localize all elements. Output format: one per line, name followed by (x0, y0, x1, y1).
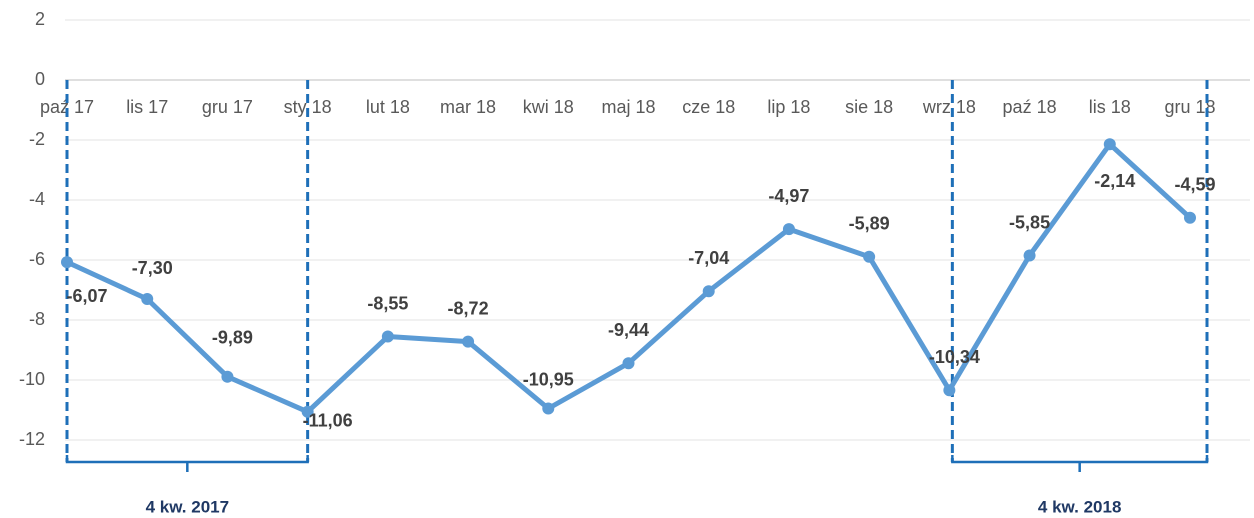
value-label: -5,89 (849, 213, 890, 233)
x-tick-label: kwi 18 (523, 97, 574, 117)
x-tick-label: gru 17 (202, 97, 253, 117)
point (381, 330, 394, 343)
value-label: -9,44 (608, 320, 649, 340)
point (1184, 211, 1196, 224)
point (61, 256, 73, 269)
value-label: -8,55 (367, 293, 408, 313)
point (1023, 249, 1036, 262)
y-tick-label: -12 (19, 429, 45, 449)
point (782, 223, 795, 236)
value-label: -4,97 (768, 186, 809, 206)
point (542, 402, 555, 415)
x-tick-label: lip 18 (767, 97, 810, 117)
point (863, 250, 876, 263)
value-label: -7,30 (132, 258, 173, 278)
line (65, 141, 1192, 415)
y-tick-label: -6 (29, 249, 45, 269)
x-tick-label: paź 18 (1003, 97, 1057, 117)
x-tick-label: wrz 18 (922, 97, 976, 117)
x-tick-label: cze 18 (682, 97, 735, 117)
value-label: -9,89 (212, 327, 253, 347)
y-tick-label: 0 (35, 69, 45, 89)
point (1103, 138, 1116, 151)
value-label: -5,85 (1009, 212, 1050, 232)
value-label: -2,14 (1094, 171, 1135, 191)
x-tick-label: paź 17 (40, 97, 94, 117)
value-label: -10,34 (929, 347, 980, 367)
y-tick-label: -8 (29, 309, 45, 329)
point (301, 405, 314, 418)
point (943, 384, 956, 397)
point (462, 335, 475, 348)
point (141, 293, 154, 305)
x-tick-label: lis 18 (1089, 97, 1131, 117)
annotation-label: 4 kw. 2017 (146, 497, 230, 516)
value-label: -4,59 (1174, 174, 1215, 194)
bracket (65, 455, 309, 472)
point (622, 357, 635, 370)
value-label: -11,06 (303, 411, 353, 431)
value-label: -10,95 (523, 369, 574, 389)
x-tick-label: gru 18 (1164, 97, 1215, 117)
bracket (951, 455, 1209, 472)
annotation-label: 4 kw. 2018 (1038, 497, 1122, 516)
value-label: -7,04 (688, 248, 729, 268)
y-tick-label: -10 (19, 369, 45, 389)
x-tick-label: sie 18 (845, 97, 893, 117)
value-label: -6,07 (66, 286, 107, 306)
y-tick-label: -2 (29, 129, 45, 149)
point (702, 285, 715, 298)
y-tick-label: -4 (29, 189, 45, 209)
x-tick-label: maj 18 (601, 97, 655, 117)
point (221, 370, 234, 383)
x-tick-label: sty 18 (284, 97, 332, 117)
x-tick-label: lis 17 (126, 97, 168, 117)
value-label: -8,72 (448, 298, 489, 318)
x-tick-label: lut 18 (366, 97, 410, 117)
y-tick-label: 2 (35, 9, 45, 29)
x-tick-label: mar 18 (440, 97, 496, 117)
